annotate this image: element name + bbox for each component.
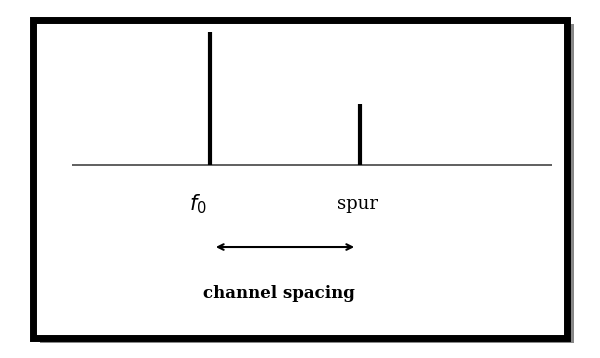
FancyBboxPatch shape <box>40 24 574 343</box>
FancyBboxPatch shape <box>33 20 567 338</box>
Text: channel spacing: channel spacing <box>203 285 355 302</box>
Text: $f_0$: $f_0$ <box>189 192 207 216</box>
Text: spur: spur <box>337 195 377 213</box>
